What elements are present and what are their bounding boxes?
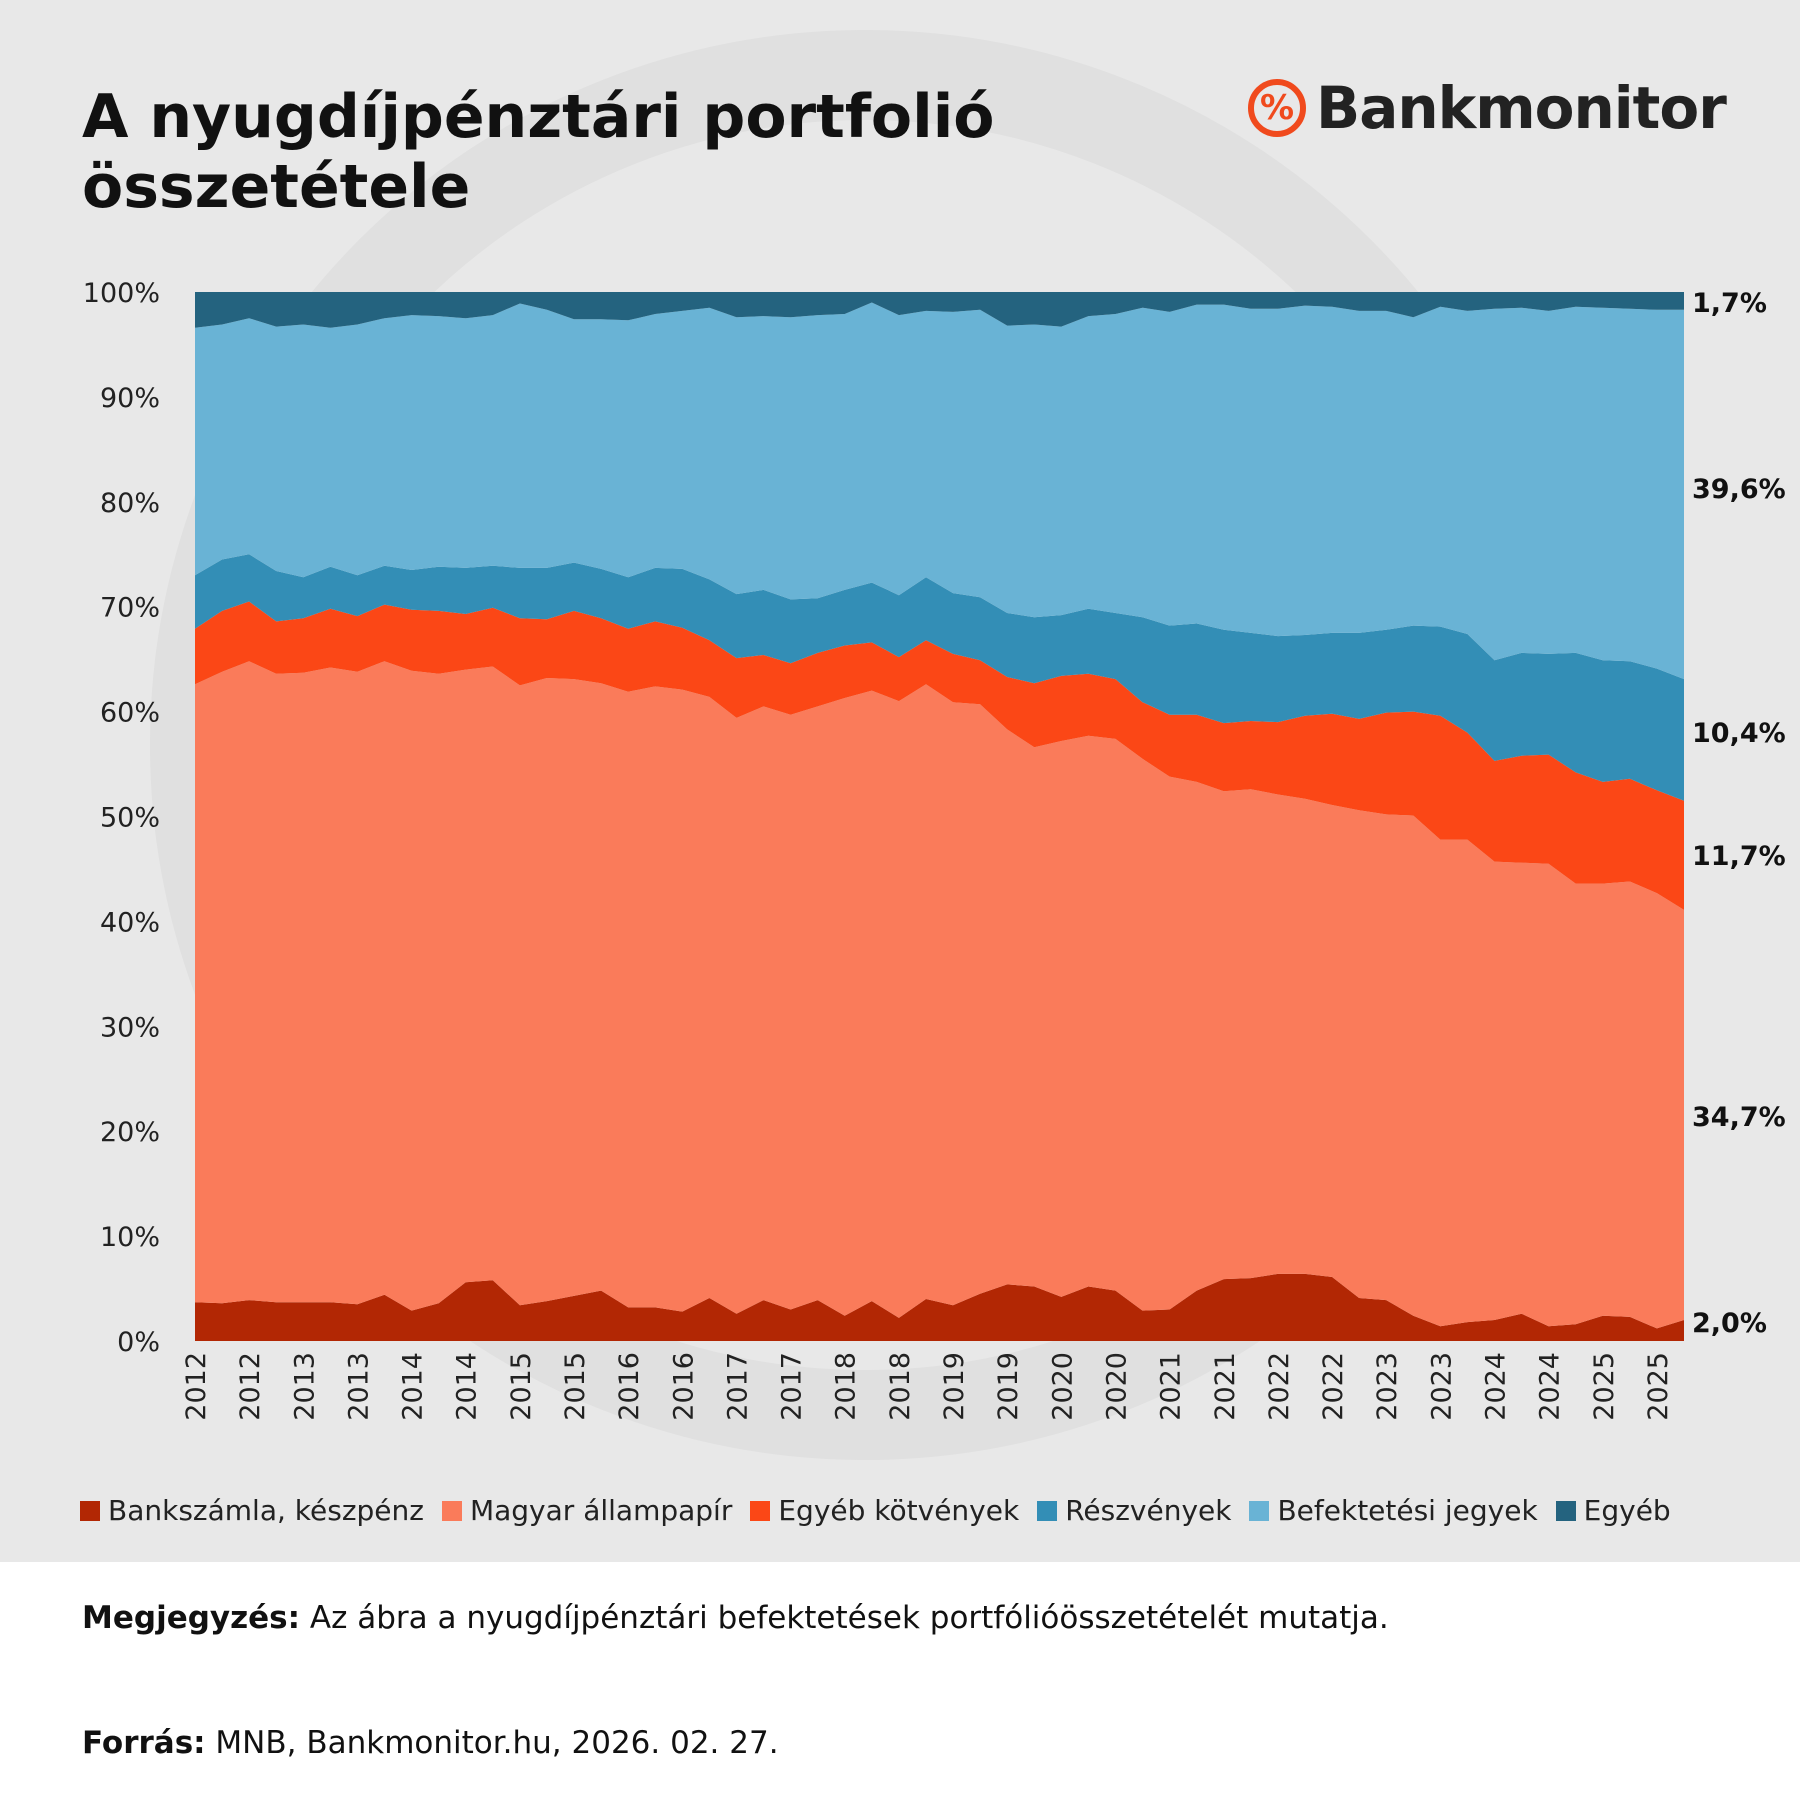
legend: Bankszámla, készpénz Magyar állampapír E… [80,1494,1689,1527]
y-tick-label: 10% [100,1222,160,1253]
legend-item: Bankszámla, készpénz [80,1494,424,1527]
area-3 [195,554,1684,801]
x-tick-label: 2019 [939,1352,970,1421]
x-tick-label: 2020 [1101,1352,1132,1421]
x-tick-label: 2020 [1047,1352,1078,1421]
legend-swatch [1249,1500,1270,1521]
legend-label: Bankszámla, készpénz [108,1494,424,1527]
y-tick-label: 60% [100,698,160,729]
x-tick-label: 2014 [398,1352,429,1421]
area-4 [195,302,1684,680]
y-tick-label: 70% [100,593,160,624]
area-2 [195,601,1684,910]
x-tick-label: 2022 [1264,1352,1295,1421]
x-tick-label: 2021 [1156,1352,1187,1421]
end-label-bankszamla: 2,0% [1692,1308,1767,1339]
y-tick-label: 90% [100,383,160,414]
x-tick-label: 2012 [235,1352,266,1421]
y-tick-label: 80% [100,488,160,519]
source-label: Forrás: [82,1725,206,1761]
brand-name: Bankmonitor [1316,74,1727,142]
legend-swatch [80,1500,100,1521]
legend-item: Egyéb [1555,1494,1671,1527]
y-tick-label: 0% [117,1327,160,1358]
end-label-egyeb: 1,7% [1692,288,1767,319]
x-tick-label: 2014 [452,1352,483,1421]
legend-swatch [1037,1500,1058,1521]
x-tick-label: 2018 [885,1352,916,1421]
area-1 [195,661,1684,1329]
legend-label: Befektetési jegyek [1277,1494,1538,1527]
legend-swatch [1555,1500,1576,1521]
legend-label: Egyéb kötvények [778,1494,1020,1527]
area-5 [195,292,1684,328]
legend-item: Részvények [1037,1494,1231,1527]
area-0 [195,1273,1684,1341]
end-label-allampapir: 34,7% [1692,1102,1786,1133]
bankmonitor-logo: % Bankmonitor [1248,74,1727,142]
x-tick-label: 2022 [1318,1352,1349,1421]
source-text: MNB, Bankmonitor.hu, 2026. 02. 27. [205,1725,779,1761]
stacked-area-chart: 0% 10% 20% 30% 40% 50% 60% 70% 80% 90% 100% 2012 201… [83,278,1684,1421]
x-tick-label: 2024 [1535,1352,1566,1421]
note-text: Az ábra a nyugdíjpénztári befektetések p… [300,1600,1389,1636]
x-tick-label: 2015 [560,1352,591,1421]
note: Megjegyzés: Az ábra a nyugdíjpénztári be… [82,1600,1389,1636]
x-tick-label: 2023 [1426,1352,1457,1421]
y-tick-label: 50% [100,803,160,834]
x-tick-label: 2019 [993,1352,1024,1421]
end-label-kotveny: 11,7% [1692,841,1786,872]
source: Forrás: MNB, Bankmonitor.hu, 2026. 02. 2… [82,1725,779,1761]
legend-label: Egyéb [1583,1494,1671,1527]
x-tick-label: 2021 [1210,1352,1241,1421]
legend-label: Magyar állampapír [469,1494,733,1527]
x-tick-label: 2023 [1372,1352,1403,1421]
end-label-befektetesi: 39,6% [1692,474,1786,505]
x-tick-label: 2018 [831,1352,862,1421]
x-tick-label: 2024 [1480,1352,1511,1421]
legend-swatch [441,1500,462,1521]
legend-item: Magyar állampapír [441,1494,733,1527]
note-label: Megjegyzés: [82,1600,301,1636]
x-tick-label: 2017 [777,1352,808,1421]
x-tick-label: 2025 [1643,1352,1674,1421]
y-tick-label: 100% [83,278,160,309]
x-tick-label: 2013 [343,1352,374,1421]
y-tick-label: 40% [100,907,160,938]
x-tick-label: 2025 [1589,1352,1620,1421]
x-tick-label: 2016 [668,1352,699,1421]
legend-item: Befektetési jegyek [1249,1494,1538,1527]
legend-item: Egyéb kötvények [750,1494,1019,1527]
percent-logo-icon: % [1248,79,1306,137]
legend-swatch [750,1500,771,1521]
x-tick-label: 2015 [506,1352,537,1421]
x-tick-label: 2013 [289,1352,320,1421]
y-tick-label: 20% [100,1117,160,1148]
page-title: A nyugdíjpénztári portfolió összetétele [82,82,995,222]
x-tick-label: 2012 [181,1352,212,1421]
legend-label: Részvények [1065,1494,1232,1527]
chart-panel: A nyugdíjpénztári portfolió összetétele … [0,0,1800,1562]
y-tick-label: 30% [100,1012,160,1043]
x-tick-label: 2017 [722,1352,753,1421]
x-tick-label: 2016 [614,1352,645,1421]
end-label-reszveny: 10,4% [1692,718,1786,749]
